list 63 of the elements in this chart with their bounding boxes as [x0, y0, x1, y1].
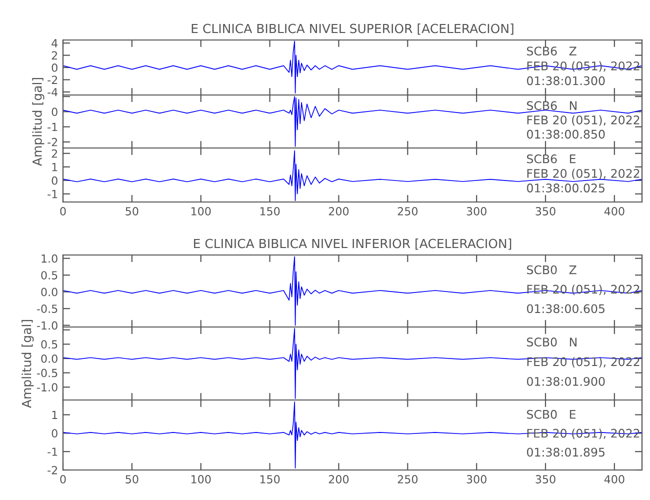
x-tick-label: 0 — [60, 207, 66, 216]
annotation: SCB0 Z — [526, 265, 576, 274]
annotation: 01:38:01.300 — [526, 76, 605, 86]
y-tick-label: 1.0 — [42, 254, 58, 263]
annotation: FEB 20 (051), 2022 — [527, 357, 640, 368]
x-tick-label: 150 — [260, 475, 280, 484]
x-tick-label: 300 — [466, 207, 486, 216]
x-tick-label: 50 — [126, 475, 138, 484]
x-tick-label: 400 — [604, 475, 624, 484]
y-tick-label: -2 — [48, 138, 58, 146]
annotation: FEB 20 (051), 2022 — [527, 168, 640, 180]
y-tick-label: -0.5 — [37, 304, 58, 313]
x-tick-label: 50 — [126, 207, 138, 216]
chart-title: E CLINICA BIBLICA NIVEL SUPERIOR [ACELERACION] — [192, 24, 514, 35]
y-tick-label: -1.0 — [37, 383, 58, 392]
y-tick-label: -2 — [48, 466, 58, 474]
y-tick-label: 2 — [52, 149, 58, 158]
y-tick-label: 1 — [52, 410, 58, 419]
x-tick-label: 400 — [604, 207, 624, 216]
annotation: 01:38:01.900 — [526, 376, 605, 386]
x-tick-label: 200 — [328, 207, 349, 216]
annotation: 01:38:00.605 — [526, 304, 604, 314]
chart-title: E CLINICA BIBLICA NIVEL INFERIOR [ACELERACION] — [194, 238, 512, 250]
annotation: SCB6 E — [526, 154, 576, 164]
annotation: SCB0 N — [526, 338, 576, 346]
y-tick-label: 0 — [52, 429, 58, 438]
x-tick-label: 100 — [191, 475, 211, 484]
y-tick-label: 0 — [52, 108, 58, 116]
y-tick-label: 0.0 — [41, 354, 58, 363]
y-tick-label: 0 — [52, 63, 58, 72]
x-tick-label: 350 — [536, 475, 556, 484]
y-axis-title: Amplitud [gal] — [32, 78, 44, 166]
line-series — [63, 150, 642, 202]
y-tick-label: -1 — [48, 190, 58, 198]
y-tick-label: -1 — [48, 122, 58, 132]
annotation: 01:38:01.895 — [526, 448, 604, 457]
y-tick-label: -0.5 — [37, 368, 58, 378]
y-tick-label: 0.5 — [41, 271, 58, 280]
annotation: 01:38:00.025 — [526, 184, 604, 192]
x-tick-label: 0 — [60, 475, 66, 484]
y-tick-label: 2 — [52, 51, 58, 60]
annotation: SCB0 E — [526, 410, 576, 419]
annotation: SCB6 Z — [526, 46, 576, 56]
x-tick-label: 200 — [328, 475, 349, 484]
y-tick-label: 0.0 — [41, 288, 58, 296]
x-tick-label: 250 — [398, 475, 418, 484]
y-tick-label: -1 — [48, 448, 58, 456]
y-tick-label: -1.0 — [37, 321, 58, 330]
y-tick-label: 0.5 — [41, 340, 58, 349]
x-tick-label: 250 — [398, 207, 418, 216]
annotation: FEB 20 (051), 2022 — [527, 115, 640, 126]
x-tick-label: 150 — [260, 207, 280, 216]
x-tick-label: 100 — [191, 207, 211, 216]
x-tick-label: 300 — [466, 475, 486, 484]
y-tick-label: -2 — [48, 76, 58, 84]
y-tick-label: 4 — [52, 39, 58, 48]
y-axis-title: Amplitud [gal] — [22, 320, 34, 408]
y-tick-label: -4 — [48, 88, 58, 96]
x-tick-label: 350 — [536, 207, 556, 216]
y-tick-label: 1 — [52, 163, 58, 172]
y-tick-label: 0 — [52, 176, 58, 185]
annotation: 01:38:00.850 — [526, 130, 605, 139]
annotation: SCB6 N — [526, 101, 576, 110]
